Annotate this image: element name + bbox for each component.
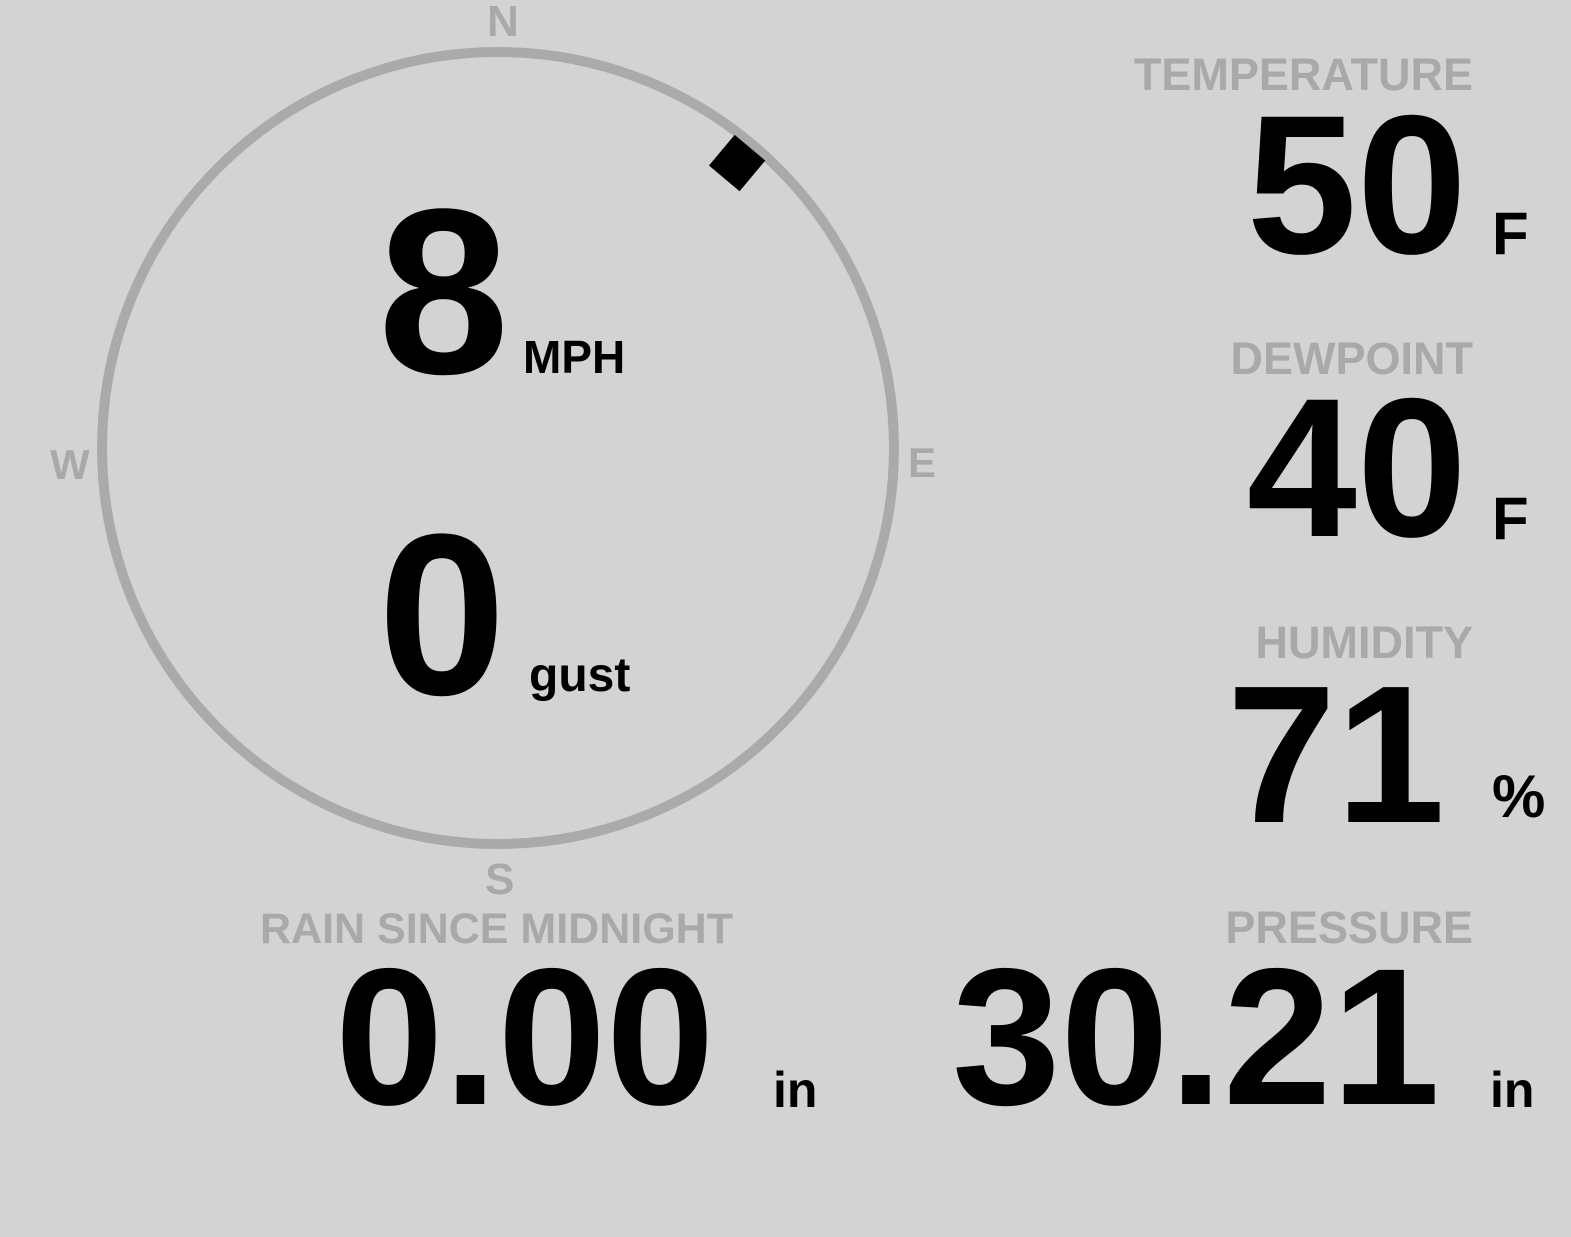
rain-value: 0.00 <box>335 928 715 1146</box>
compass-east: E <box>908 439 937 486</box>
dewpoint-unit: F <box>1492 485 1529 552</box>
pressure-unit: in <box>1490 1062 1535 1118</box>
humidity-value: 71 <box>1226 645 1445 864</box>
compass-ring <box>97 47 899 849</box>
wind-gust-value: 0 <box>378 486 506 743</box>
temperature-label: TEMPERATURE <box>1133 49 1473 100</box>
temperature-value: 50 <box>1246 74 1467 295</box>
wind-direction-pointer <box>708 134 766 192</box>
temperature-unit: F <box>1492 200 1529 267</box>
wind-speed-unit: MPH <box>523 331 626 383</box>
humidity-label: HUMIDITY <box>1255 617 1474 668</box>
compass-north: N <box>487 0 519 46</box>
wind-speed-value: 8 <box>378 160 510 424</box>
pressure-label: PRESSURE <box>1225 902 1473 953</box>
compass-west: W <box>50 441 90 488</box>
pressure-value: 30.21 <box>952 928 1440 1146</box>
compass-south: S <box>485 855 515 904</box>
rain-unit: in <box>773 1062 818 1118</box>
dewpoint-value: 40 <box>1246 357 1467 578</box>
wind-gust-label: gust <box>529 649 631 702</box>
dewpoint-label: DEWPOINT <box>1230 333 1474 384</box>
rain-label: RAIN SINCE MIDNIGHT <box>260 905 733 953</box>
humidity-unit: % <box>1492 763 1546 830</box>
